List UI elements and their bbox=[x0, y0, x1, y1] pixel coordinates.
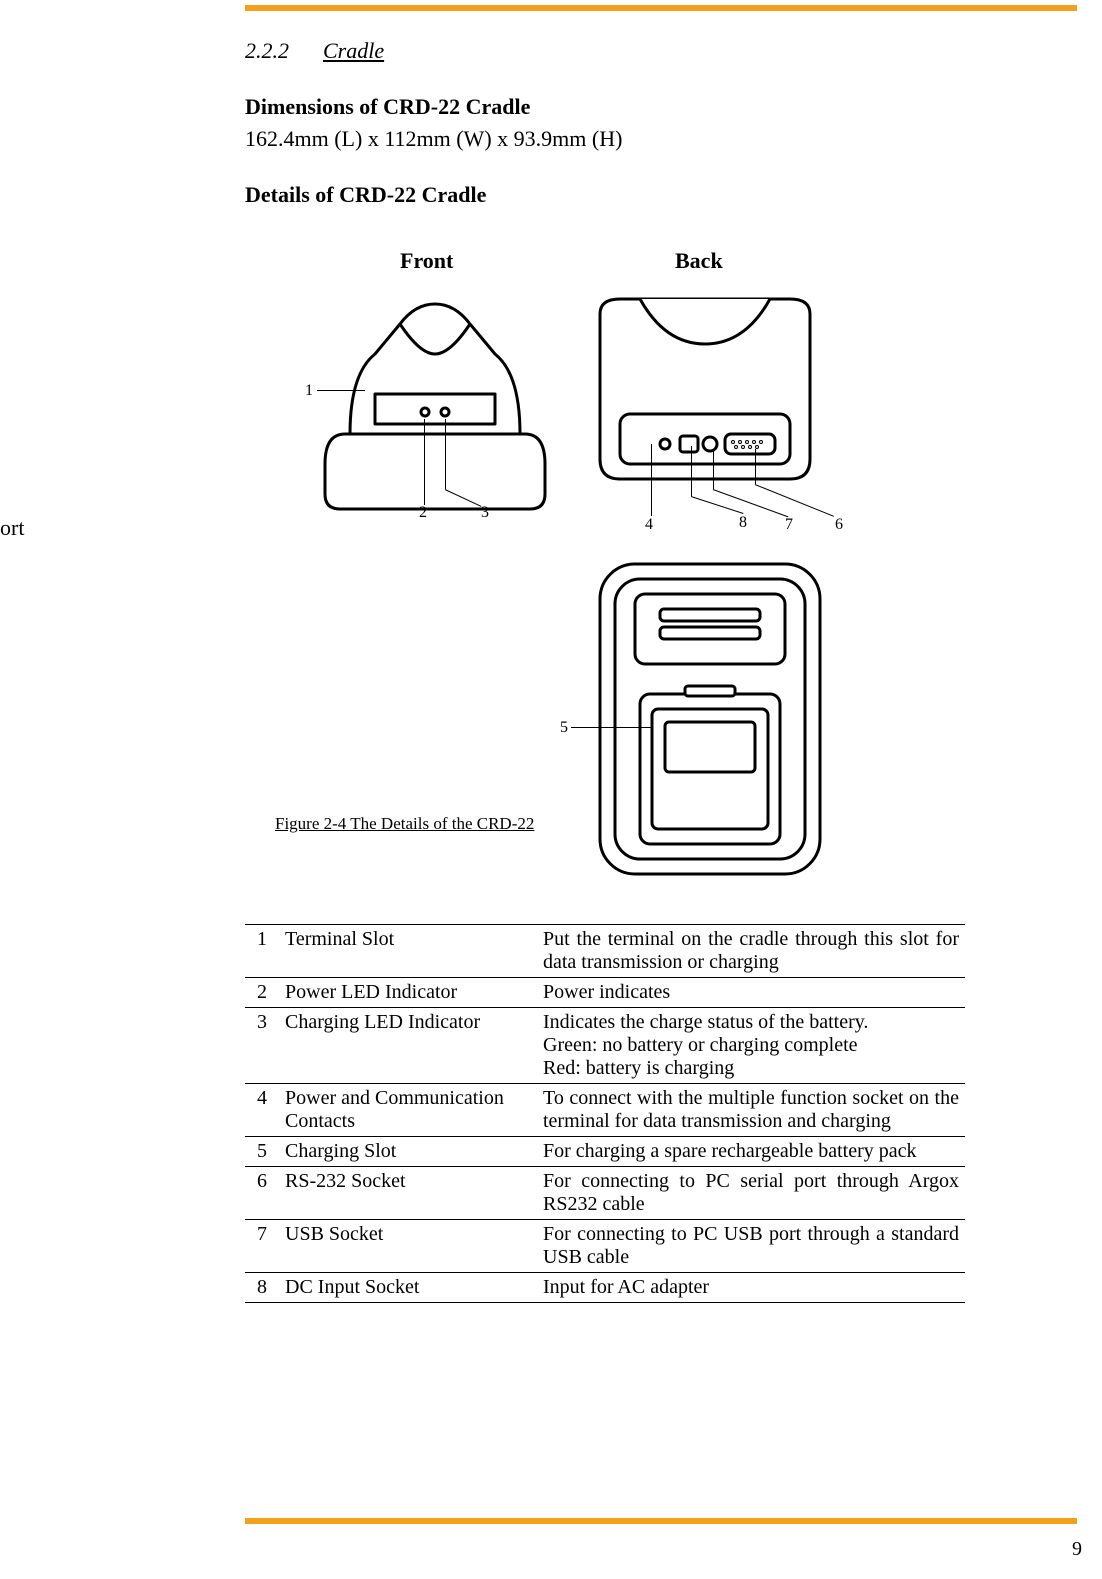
dimensions-text: 162.4mm (L) x 112mm (W) x 93.9mm (H) bbox=[245, 126, 1077, 152]
section-number: 2.2.2 bbox=[245, 38, 289, 64]
row-num: 8 bbox=[245, 1273, 283, 1303]
callout-line bbox=[445, 419, 446, 489]
row-desc: Indicates the charge status of the batte… bbox=[541, 1008, 965, 1084]
row-desc: For charging a spare rechargeable batter… bbox=[541, 1137, 965, 1167]
content-column: 2.2.2 Cradle Dimensions of CRD-22 Cradle… bbox=[245, 30, 1077, 1303]
row-num: 7 bbox=[245, 1220, 283, 1273]
row-desc: For connecting to PC serial port through… bbox=[541, 1167, 965, 1220]
page: ort 2.2.2 Cradle Dimensions of CRD-22 Cr… bbox=[0, 0, 1102, 1579]
row-desc: For connecting to PC USB port through a … bbox=[541, 1220, 965, 1273]
callout-line bbox=[691, 446, 692, 496]
cradle-front-icon bbox=[305, 284, 565, 524]
row-desc: Input for AC adapter bbox=[541, 1273, 965, 1303]
row-num: 2 bbox=[245, 978, 283, 1008]
row-name: Power and Communication Contacts bbox=[283, 1084, 541, 1137]
row-name: USB Socket bbox=[283, 1220, 541, 1273]
callout-line bbox=[424, 419, 425, 505]
callout-6: 6 bbox=[835, 516, 843, 534]
callout-4: 4 bbox=[645, 516, 653, 534]
figure-area: 1 2 3 bbox=[245, 274, 1077, 924]
table-row: 2Power LED IndicatorPower indicates bbox=[245, 978, 965, 1008]
table-row: 1Terminal SlotPut the terminal on the cr… bbox=[245, 925, 965, 978]
callout-8: 8 bbox=[739, 514, 747, 532]
callout-1: 1 bbox=[305, 382, 313, 400]
table-row: 8DC Input SocketInput for AC adapter bbox=[245, 1273, 965, 1303]
row-desc: To connect with the multiple function so… bbox=[541, 1084, 965, 1137]
table-row: 7USB SocketFor connecting to PC USB port… bbox=[245, 1220, 965, 1273]
row-num: 5 bbox=[245, 1137, 283, 1167]
dimensions-heading: Dimensions of CRD-22 Cradle bbox=[245, 94, 1077, 120]
figure-caption: Figure 2-4 The Details of the CRD-22 bbox=[275, 814, 534, 834]
section-title: Cradle bbox=[323, 38, 384, 63]
row-name: RS-232 Socket bbox=[283, 1167, 541, 1220]
callout-2: 2 bbox=[419, 504, 427, 522]
row-name: DC Input Socket bbox=[283, 1273, 541, 1303]
row-name: Charging LED Indicator bbox=[283, 1008, 541, 1084]
top-rule bbox=[245, 5, 1077, 11]
bottom-rule bbox=[245, 1518, 1077, 1524]
row-num: 6 bbox=[245, 1167, 283, 1220]
table-row: 5Charging SlotFor charging a spare recha… bbox=[245, 1137, 965, 1167]
cradle-back-icon bbox=[575, 284, 835, 514]
callout-line bbox=[651, 444, 652, 516]
callout-line bbox=[571, 727, 651, 728]
callout-5: 5 bbox=[560, 719, 568, 737]
details-table: 1Terminal SlotPut the terminal on the cr… bbox=[245, 924, 965, 1303]
cradle-top-icon bbox=[590, 554, 830, 884]
back-label: Back bbox=[675, 248, 723, 274]
callout-3: 3 bbox=[481, 504, 489, 522]
callout-7: 7 bbox=[785, 516, 793, 534]
row-name: Charging Slot bbox=[283, 1137, 541, 1167]
table-row: 3Charging LED IndicatorIndicates the cha… bbox=[245, 1008, 965, 1084]
callout-line bbox=[317, 390, 365, 391]
row-num: 4 bbox=[245, 1084, 283, 1137]
cut-off-text: ort bbox=[0, 515, 24, 541]
row-name: Terminal Slot bbox=[283, 925, 541, 978]
details-heading: Details of CRD-22 Cradle bbox=[245, 182, 1077, 208]
row-desc: Put the terminal on the cradle through t… bbox=[541, 925, 965, 978]
callout-line bbox=[713, 449, 714, 489]
row-desc: Power indicates bbox=[541, 978, 965, 1008]
callout-line bbox=[755, 449, 756, 484]
front-label: Front bbox=[400, 248, 453, 274]
row-num: 1 bbox=[245, 925, 283, 978]
table-row: 6RS-232 SocketFor connecting to PC seria… bbox=[245, 1167, 965, 1220]
page-number: 9 bbox=[1072, 1538, 1082, 1561]
table-row: 4Power and Communication ContactsTo conn… bbox=[245, 1084, 965, 1137]
row-num: 3 bbox=[245, 1008, 283, 1084]
row-name: Power LED Indicator bbox=[283, 978, 541, 1008]
